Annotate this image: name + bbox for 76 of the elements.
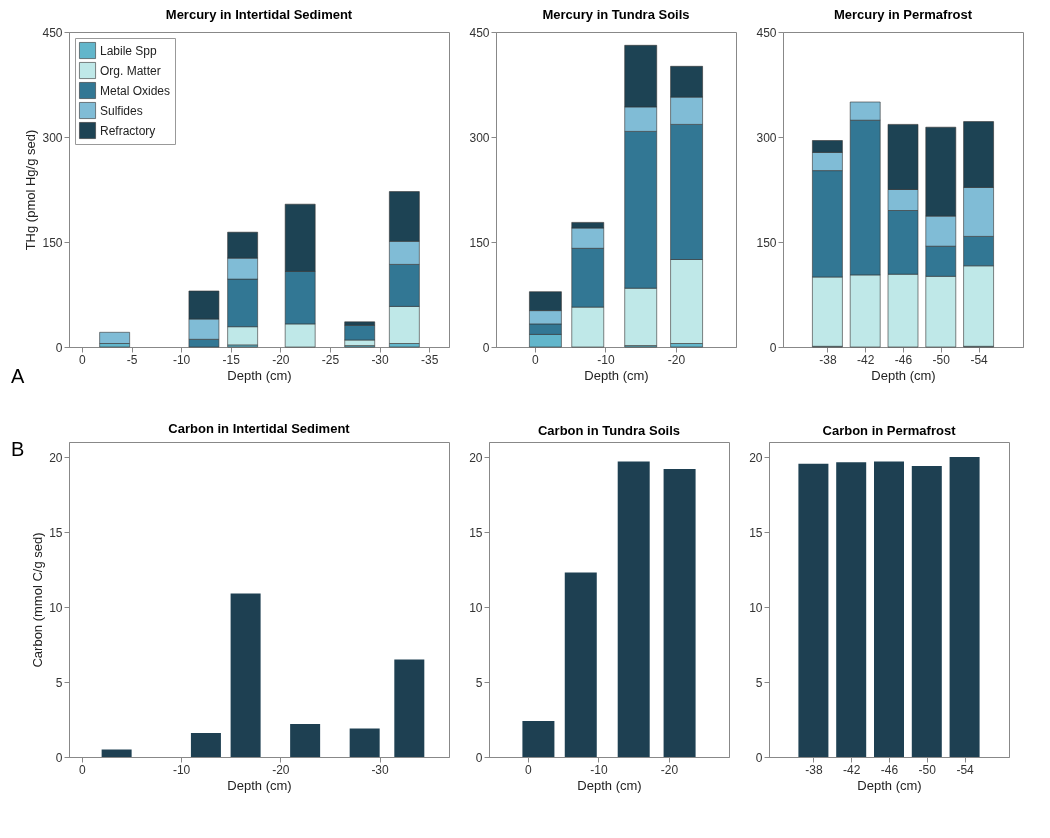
x-tick-label: -10 bbox=[172, 762, 191, 777]
x-tick-label: -54 bbox=[970, 352, 989, 367]
x-tick-label: 0 bbox=[79, 352, 87, 367]
y-tick-label: 150 bbox=[469, 235, 490, 250]
chart-title: Carbon in Permafrost bbox=[822, 423, 957, 438]
text: B bbox=[11, 438, 25, 460]
x-tick-label: -10 bbox=[590, 762, 608, 777]
y-tick-label: 300 bbox=[469, 130, 490, 145]
x-tick-label: 0 bbox=[79, 762, 87, 777]
x-tick-label: -35 bbox=[420, 352, 439, 367]
y-tick-label: 10 bbox=[469, 600, 483, 615]
y-tick-label: 20 bbox=[469, 450, 483, 465]
x-axis-title: Depth (cm) bbox=[577, 777, 642, 793]
chart-title: Carbon in Tundra Soils bbox=[537, 423, 681, 438]
y-tick-label: 0 bbox=[482, 340, 490, 355]
y-tick-label: 15 bbox=[49, 525, 63, 540]
x-tick-label: 0 bbox=[524, 762, 532, 777]
x-tick-label: -15 bbox=[222, 352, 241, 367]
x-tick-label: 0 bbox=[531, 352, 539, 367]
y-tick-label: 5 bbox=[475, 675, 483, 690]
x-axis-title: Depth (cm) bbox=[227, 367, 292, 383]
y-tick-label: 0 bbox=[769, 340, 777, 355]
x-tick-label: -10 bbox=[597, 352, 615, 367]
x-tick-label: -10 bbox=[172, 352, 191, 367]
x-tick-label: -42 bbox=[857, 352, 875, 367]
x-tick-label: -25 bbox=[321, 352, 340, 367]
x-tick-label: -54 bbox=[956, 762, 975, 777]
x-tick-label: -20 bbox=[272, 352, 290, 367]
chart-title: Mercury in Permafrost bbox=[834, 7, 973, 22]
y-tick-label: 10 bbox=[49, 600, 63, 615]
y-tick-label: 20 bbox=[49, 450, 63, 465]
y-axis-title: Carbon (mmol C/g sed) bbox=[30, 532, 46, 668]
legend-label: Metal Oxides bbox=[100, 83, 171, 98]
y-tick-label: 0 bbox=[475, 750, 483, 765]
legend-label: Sulfides bbox=[100, 103, 143, 118]
legend-label: Refractory bbox=[100, 123, 156, 138]
chart-title: Carbon in Intertidal Sediment bbox=[168, 421, 351, 436]
chart-title: Mercury in Tundra Soils bbox=[542, 7, 690, 22]
x-tick-label: -30 bbox=[371, 352, 390, 367]
x-tick-label: -46 bbox=[880, 762, 899, 777]
y-tick-label: 450 bbox=[42, 25, 63, 40]
x-tick-label: -20 bbox=[660, 762, 679, 777]
y-tick-label: 5 bbox=[755, 675, 763, 690]
y-tick-label: 300 bbox=[756, 130, 777, 145]
x-tick-label: -20 bbox=[272, 762, 290, 777]
x-tick-label: -30 bbox=[371, 762, 390, 777]
x-axis-title: Depth (cm) bbox=[871, 367, 936, 383]
y-tick-label: 0 bbox=[755, 750, 763, 765]
x-tick-label: -50 bbox=[918, 762, 937, 777]
y-tick-label: 10 bbox=[749, 600, 763, 615]
y-tick-label: 5 bbox=[55, 675, 63, 690]
y-tick-label: 150 bbox=[42, 235, 63, 250]
x-axis-title: Depth (cm) bbox=[857, 777, 922, 793]
y-tick-label: 15 bbox=[469, 525, 483, 540]
text: A bbox=[11, 365, 25, 387]
x-axis-title: Depth (cm) bbox=[584, 367, 649, 383]
y-tick-label: 450 bbox=[469, 25, 490, 40]
x-tick-label: -50 bbox=[932, 352, 951, 367]
y-tick-label: 0 bbox=[55, 340, 63, 355]
y-tick-label: 0 bbox=[55, 750, 63, 765]
chart-title: Mercury in Intertidal Sediment bbox=[165, 7, 353, 22]
x-tick-label: -38 bbox=[819, 352, 837, 367]
x-tick-label: -46 bbox=[894, 352, 913, 367]
y-axis-title: THg (pmol Hg/g sed) bbox=[23, 129, 39, 251]
legend-label: Org. Matter bbox=[100, 63, 161, 78]
legend-label: Labile Spp bbox=[100, 43, 158, 58]
x-axis-title: Depth (cm) bbox=[227, 777, 292, 793]
y-tick-label: 450 bbox=[756, 25, 777, 40]
y-tick-label: 150 bbox=[756, 235, 777, 250]
x-tick-label: -42 bbox=[843, 762, 861, 777]
x-tick-label: -38 bbox=[805, 762, 823, 777]
y-tick-label: 15 bbox=[749, 525, 763, 540]
y-tick-label: 20 bbox=[749, 450, 763, 465]
y-tick-label: 300 bbox=[42, 130, 63, 145]
x-tick-label: -20 bbox=[667, 352, 686, 367]
x-tick-label: -5 bbox=[126, 352, 138, 367]
